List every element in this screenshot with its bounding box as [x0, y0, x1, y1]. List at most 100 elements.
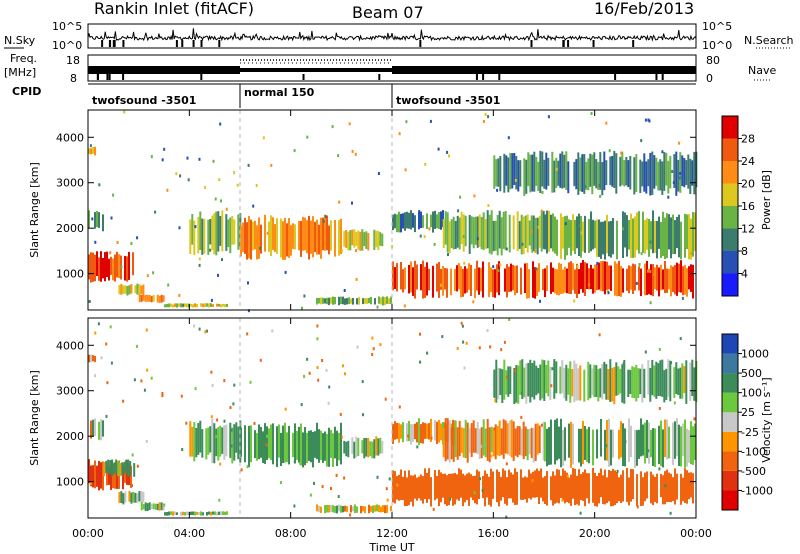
power-cell — [496, 215, 499, 256]
velocity-cell — [400, 469, 402, 501]
velocity-cell — [555, 361, 558, 394]
power-cell — [260, 224, 262, 254]
velocity-cell — [412, 424, 414, 442]
power-cell — [328, 225, 330, 255]
velocity-cell — [182, 511, 184, 516]
velocity-cell — [210, 370, 213, 374]
power-cell — [639, 159, 642, 193]
velocity-cell — [488, 427, 491, 463]
velocity-cell — [666, 419, 668, 460]
velocity-cell — [379, 437, 382, 454]
velocity-cell — [458, 420, 461, 457]
power-cell — [562, 269, 564, 294]
velocity-cell — [482, 476, 484, 499]
power-cell — [604, 220, 606, 260]
velocity-cell — [542, 477, 544, 502]
power-cell — [192, 304, 194, 308]
power-cell — [428, 227, 431, 231]
velocity-cell — [647, 449, 650, 453]
power-cell — [470, 216, 473, 245]
velocity-cell — [219, 462, 222, 466]
power-colorbar-tick-label: 16 — [741, 200, 755, 213]
velocity-cell — [100, 419, 102, 441]
power-cell — [361, 229, 364, 251]
power-cell — [437, 147, 440, 151]
velocity-cell — [382, 505, 384, 512]
velocity-cell — [636, 474, 638, 507]
power-cell — [405, 120, 408, 124]
velocity-cell — [683, 366, 686, 394]
power-cell — [231, 216, 234, 245]
velocity-cell — [196, 511, 198, 515]
power-cell — [619, 156, 622, 187]
velocity-cell — [608, 470, 610, 502]
velocity-cell — [634, 429, 636, 468]
velocity-cell — [92, 465, 94, 488]
velocity-cell — [371, 441, 374, 459]
power-cell — [94, 212, 96, 229]
velocity-cell — [184, 512, 186, 516]
power-cell — [535, 267, 538, 271]
velocity-cell — [673, 401, 676, 405]
power-cell — [603, 151, 606, 191]
power-cell — [673, 154, 676, 188]
velocity-cell — [509, 366, 512, 394]
power-cell — [128, 285, 131, 295]
power-cell — [172, 304, 174, 308]
velocity-cell — [466, 473, 468, 500]
velocity-heatmap — [88, 318, 698, 519]
velocity-cell — [573, 360, 576, 403]
power-cell — [447, 253, 449, 256]
velocity-cell — [404, 470, 406, 507]
velocity-cell — [215, 428, 218, 457]
power-cell — [553, 160, 556, 193]
velocity-cell — [499, 368, 502, 396]
velocity-cell — [122, 493, 125, 505]
velocity-cell — [216, 511, 218, 516]
velocity-cell — [440, 423, 442, 441]
velocity-cell — [117, 460, 120, 477]
velocity-cell — [375, 436, 378, 456]
velocity-cell — [560, 475, 562, 498]
power-cell — [198, 263, 201, 267]
velocity-cell — [122, 399, 125, 403]
power-cell — [550, 214, 552, 249]
velocity-cell — [108, 466, 110, 485]
power-cell — [428, 268, 430, 291]
power-cell — [354, 152, 357, 156]
velocity-cell — [208, 511, 210, 515]
velocity-cell — [644, 422, 646, 464]
velocity-cell — [640, 471, 642, 506]
power-cell — [182, 303, 185, 307]
velocity-cell — [280, 433, 282, 466]
power-cell — [454, 221, 457, 249]
power-cell — [592, 219, 594, 250]
velocity-cell — [514, 468, 516, 505]
power-cell — [622, 268, 624, 293]
velocity-cell — [605, 444, 608, 448]
power-cell — [644, 220, 646, 254]
velocity-cell — [224, 511, 226, 516]
power-cell — [108, 258, 110, 281]
velocity-cell — [96, 465, 98, 487]
power-cell — [586, 263, 588, 289]
velocity-cell — [326, 433, 328, 467]
power-cell — [340, 218, 342, 254]
velocity-cell — [103, 462, 106, 476]
power-cell — [647, 118, 650, 122]
power-cell — [209, 219, 212, 245]
power-cell — [531, 154, 534, 192]
power-cell — [538, 215, 541, 248]
velocity-cell — [316, 366, 319, 370]
velocity-cell — [566, 474, 569, 478]
power-cell — [598, 262, 600, 290]
velocity-cell — [226, 511, 228, 515]
velocity-cell — [280, 481, 282, 485]
power-cell — [444, 268, 446, 290]
power-cell — [665, 152, 668, 186]
velocity-cell — [298, 426, 300, 463]
velocity-ytick-label: 1000 — [56, 476, 84, 489]
power-cell — [629, 156, 632, 190]
power-cell — [592, 268, 594, 294]
